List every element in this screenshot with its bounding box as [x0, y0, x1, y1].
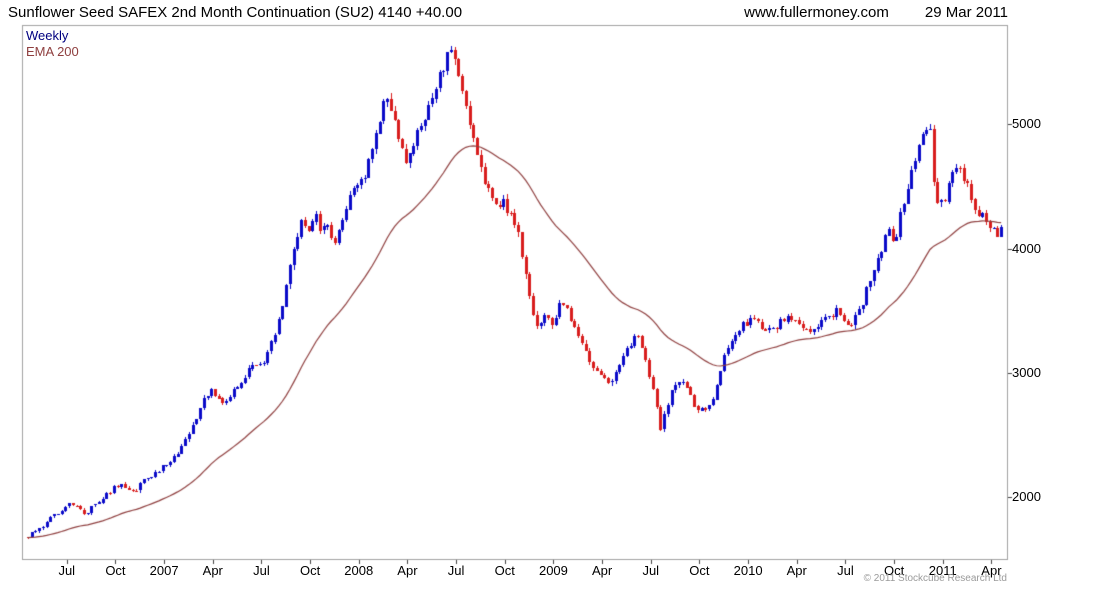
legend-ema-label: EMA 200: [26, 44, 79, 59]
copyright-label: © 2011 Stockcube Research Ltd: [863, 573, 1007, 584]
x-tick-label: Oct: [105, 563, 126, 578]
x-tick-label: Oct: [883, 563, 905, 578]
y-tick-label: 5000: [1012, 116, 1041, 132]
x-tick-label: Apr: [202, 563, 223, 578]
site-label: www.fullermoney.com: [744, 4, 889, 21]
y-tick-label: 2000: [1012, 488, 1041, 504]
date-label: 29 Mar 2011: [924, 4, 1008, 21]
x-tick-label: Apr: [397, 563, 418, 578]
x-tick-label: Jul: [447, 563, 465, 578]
y-tick-label: 4000: [1012, 240, 1041, 256]
title-bar: Sunflower Seed SAFEX 2nd Month Continuat…: [8, 4, 1100, 24]
x-tick-label: Apr: [981, 563, 1002, 578]
x-tick-label: Apr: [786, 563, 807, 578]
x-tick-label: 2011: [928, 563, 957, 578]
x-tick-label: Jul: [642, 563, 660, 578]
x-tick-label: Apr: [591, 563, 613, 578]
x-tick-label: 2007: [149, 563, 179, 578]
x-tick-label: Oct: [299, 563, 321, 578]
y-tick-label: 3000: [1012, 364, 1041, 380]
chart-title: Sunflower Seed SAFEX 2nd Month Continuat…: [8, 4, 463, 21]
x-tick-label: 2009: [538, 563, 568, 578]
x-tick-label: Jul: [253, 563, 270, 578]
x-tick-label: Jul: [837, 563, 854, 578]
x-tick-label: 2010: [733, 563, 763, 578]
x-tick-label: Oct: [494, 563, 515, 578]
legend-weekly-label: Weekly: [26, 28, 69, 43]
title-bar-right: www.fullermoney.com 29 Mar 2011: [744, 4, 1008, 21]
x-tick-label: 2008: [344, 563, 374, 578]
x-tick-label: Jul: [58, 563, 76, 578]
chart-legend: Weekly EMA 200: [26, 28, 79, 60]
x-tick-label: Oct: [689, 563, 710, 578]
